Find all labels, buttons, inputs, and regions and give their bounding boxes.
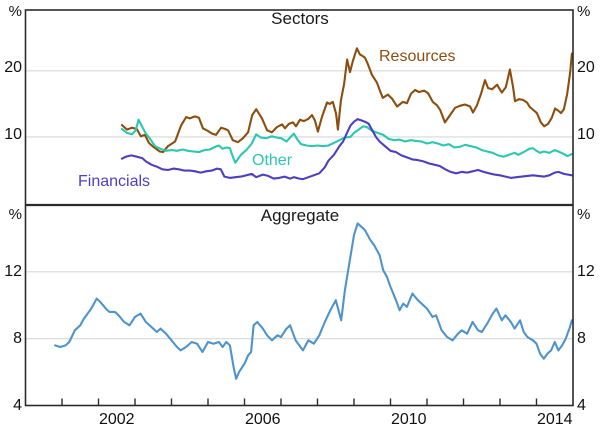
series-label-other: Other [252,152,293,169]
top-right-ytick-20: 20 [577,59,595,76]
panel-title-aggregate: Aggregate [260,206,340,225]
bottom-left-unit-label: % [8,206,22,223]
xtick-label-2014: 2014 [536,411,573,428]
xtick-label-2006: 2006 [244,411,281,428]
series-label-resources: Resources [379,48,456,65]
bottom-right-ytick-4: 4 [577,397,586,414]
bottom-right-unit-label: % [577,206,591,223]
series-label-financials: Financials [78,173,151,190]
bottom-left-ytick-4: 4 [13,397,22,414]
top-right-unit-label: % [577,3,591,20]
bottom-right-ytick-12: 12 [577,263,595,280]
xtick-label-2010: 2010 [390,411,427,428]
panel-title-sectors: Sectors [271,9,329,28]
bottom-left-ytick-12: 12 [4,263,22,280]
xtick-label-2002: 2002 [98,411,135,428]
top-left-unit-label: % [8,3,22,20]
top-left-ytick-10: 10 [4,126,22,143]
bottom-left-ytick-8: 8 [13,330,22,347]
top-right-ytick-10: 10 [577,126,595,143]
top-left-ytick-20: 20 [4,59,22,76]
bottom-right-ytick-8: 8 [577,330,586,347]
